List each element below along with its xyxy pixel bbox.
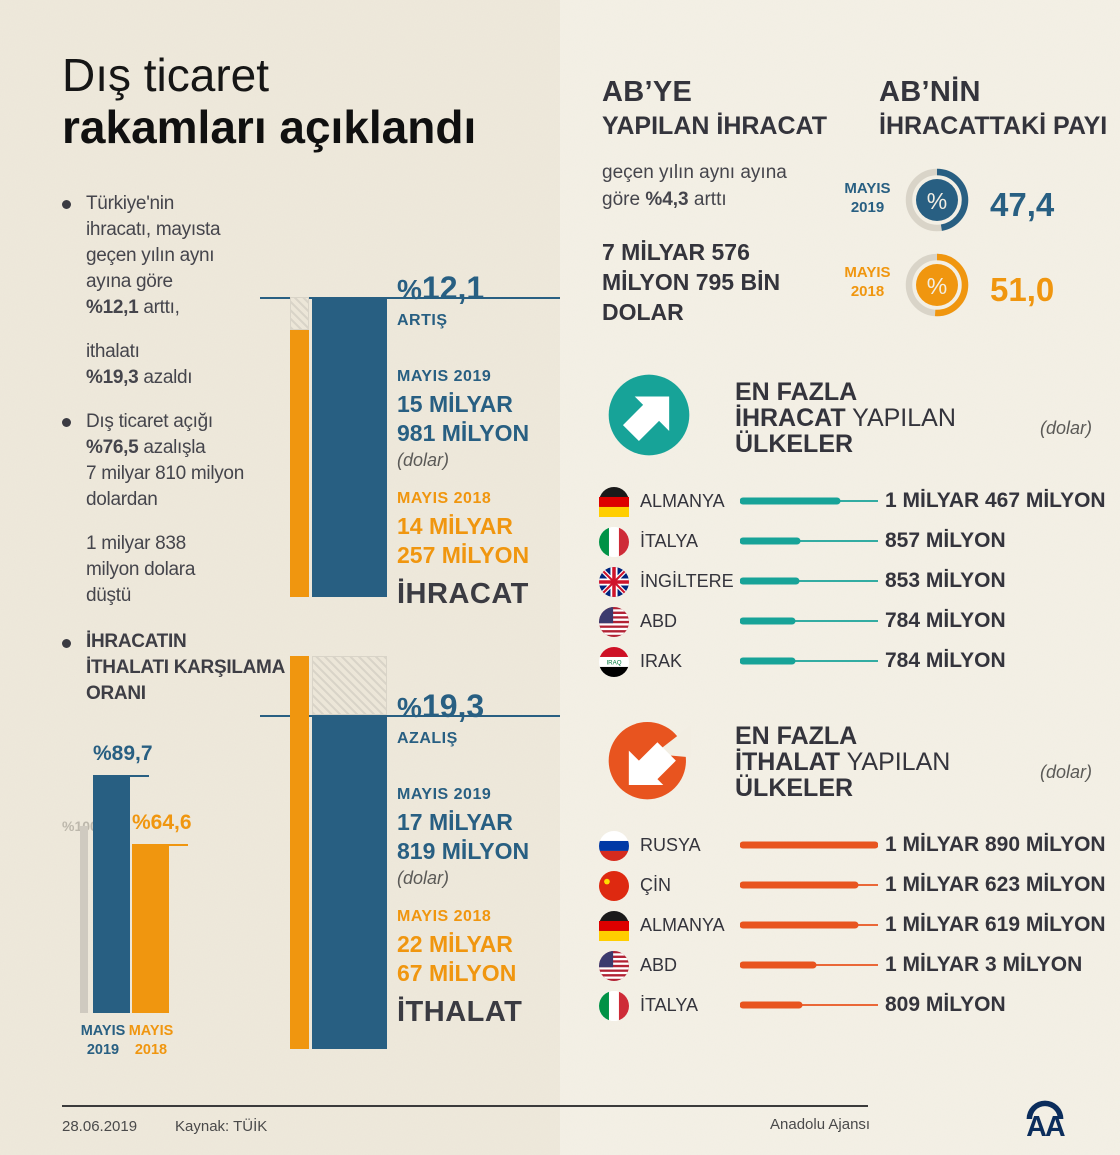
svg-text:IRAQ: IRAQ xyxy=(606,660,621,667)
svg-text:AA: AA xyxy=(1026,1111,1065,1142)
svg-text:%: % xyxy=(927,188,947,214)
svg-text:%: % xyxy=(927,273,947,299)
